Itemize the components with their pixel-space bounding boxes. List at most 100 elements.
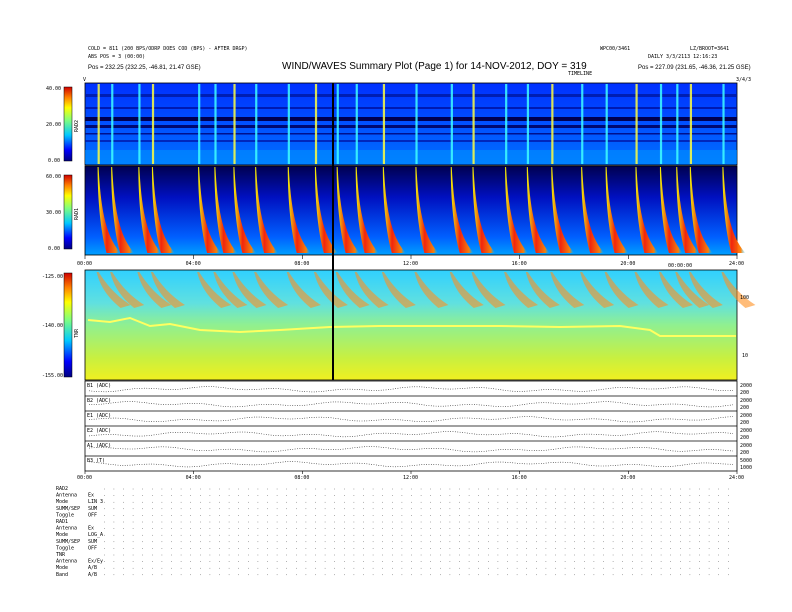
- tnr-bursts: [96, 272, 756, 308]
- rad1-burst: [336, 167, 360, 253]
- bottom-xtick-label: 12:00: [403, 475, 418, 481]
- rad1-burst: [355, 167, 379, 253]
- status-name: Toggle: [56, 545, 74, 551]
- rad1-burst: [138, 167, 162, 253]
- tnr-burst: [550, 272, 585, 308]
- status-name: SUMM/SEP: [56, 539, 80, 545]
- rad2-burst: [287, 84, 290, 164]
- rad1-ytick-bottom: 0.00: [48, 246, 60, 252]
- rad2-burst: [336, 84, 339, 164]
- status-value: SUM: [88, 539, 97, 545]
- lines-right-tick: 2000: [740, 413, 752, 419]
- rad1-burst: [382, 167, 406, 253]
- tnr-burst: [634, 272, 669, 308]
- tnr-burst: [675, 272, 710, 308]
- rad2-burst: [581, 84, 584, 164]
- upper-time-axis: 00:00 04:00 08:00 12:00 16:00 20:00 24:00 00:00…: [77, 255, 744, 269]
- rad2-bursts: [97, 84, 725, 164]
- rad1-burst: [581, 167, 605, 253]
- upper-xtick-label: 24:00: [729, 261, 744, 267]
- rad2-burst: [138, 84, 141, 164]
- lines-row-label: B2 (ADC): [87, 398, 111, 404]
- rad2-panel: RAD2 40.00 20.00 0.00: [46, 82, 738, 166]
- status-name: Toggle: [56, 512, 74, 518]
- rad2-burst: [450, 84, 453, 164]
- tnr-spectrogram: [84, 269, 738, 381]
- rad1-bursts: [97, 167, 746, 253]
- tnr-burst: [150, 272, 185, 308]
- status-name: Antenna: [56, 526, 77, 532]
- rad2-ytick-mid: 20.00: [46, 122, 61, 128]
- rad1-burst: [722, 167, 746, 253]
- header-left-line1: COLD = 811 (200 BPS/ODRP DOES COD (BPS) …: [88, 46, 248, 52]
- rad2-burst: [415, 84, 418, 164]
- tnr-burst: [414, 272, 449, 308]
- rad1-label: RAD1: [74, 208, 80, 220]
- lines-right-tick: 5000: [740, 458, 752, 464]
- tnr-ytick-mid: -140.00: [42, 323, 63, 329]
- tnr-burst: [604, 272, 639, 308]
- corner-right-label: 3/4/3: [736, 77, 751, 83]
- status-value: Ex: [88, 493, 94, 499]
- bottom-xtick-label: 08:00: [294, 475, 309, 481]
- bottom-xtick-label: 16:00: [512, 475, 527, 481]
- tnr-ytick-top: -125.00: [42, 274, 63, 280]
- tnr-burst: [658, 272, 693, 308]
- lines-right-tick: 200: [740, 435, 749, 441]
- tnr-burst: [471, 272, 506, 308]
- status-name: Mode: [56, 532, 68, 538]
- rad2-burst: [214, 84, 217, 164]
- lines-right-tick: 2000: [740, 383, 752, 389]
- rad2-burst: [151, 84, 155, 164]
- status-value: Ex: [88, 526, 94, 532]
- bottom-xtick-label: 24:00: [729, 475, 744, 481]
- rad1-burst: [233, 167, 257, 253]
- header-right-pos: Pos = 227.09 (231.65, -46.36, 21.25 GSE): [638, 65, 751, 71]
- rad2-burst: [255, 84, 258, 164]
- lines-right-tick: 2000: [740, 443, 752, 449]
- rad2-colorbar: [63, 86, 73, 162]
- time-label: 00:00:00: [668, 263, 692, 269]
- tnr-right-tick-bottom: 10: [742, 353, 748, 359]
- rad1-burst: [505, 167, 529, 253]
- status-name: Antenna: [56, 559, 77, 565]
- lines-row-label: A1 (ADC): [87, 443, 111, 449]
- rad1-burst: [287, 167, 311, 253]
- rad2-burst: [314, 84, 318, 164]
- tnr-label: TNR: [74, 328, 80, 338]
- status-name: Mode: [56, 565, 68, 571]
- header-mid-code: WPC00/3461: [600, 46, 630, 52]
- rad1-burst: [526, 167, 550, 253]
- rad1-burst: [151, 167, 175, 253]
- upper-xtick-label: 00:00: [77, 261, 92, 267]
- bottom-xtick-label: 04:00: [186, 475, 201, 481]
- tnr-plasma-line: [87, 316, 736, 337]
- bottom-xtick-label: 00:00: [77, 475, 92, 481]
- status-name: TNR: [56, 552, 66, 558]
- rad2-burst: [605, 84, 608, 164]
- status-name: Band: [56, 572, 68, 578]
- upper-xtick-label: 12:00: [403, 261, 418, 267]
- tnr-burst: [254, 272, 289, 308]
- tnr-burst: [504, 272, 539, 308]
- rad2-stripes: [85, 94, 737, 164]
- header-right-code: LZ/BROOT=3641: [690, 46, 729, 52]
- bottom-xtick-label: 20:00: [620, 475, 635, 481]
- rad1-burst: [635, 167, 659, 253]
- status-value: LOG_A: [88, 532, 103, 538]
- rad2-burst: [722, 84, 725, 164]
- status-value: Ex/Ey: [88, 559, 103, 565]
- rad1-burst: [551, 167, 575, 253]
- rad2-label: RAD2: [74, 120, 80, 132]
- tnr-burst: [449, 272, 484, 308]
- tnr-burst: [197, 272, 232, 308]
- tnr-burst: [232, 272, 267, 308]
- tnr-burst: [580, 272, 615, 308]
- rad1-burst: [450, 167, 474, 253]
- rad1-burst: [605, 167, 629, 253]
- tnr-ytick-bottom: -155.00: [42, 373, 63, 379]
- status-value: OFF: [88, 545, 97, 551]
